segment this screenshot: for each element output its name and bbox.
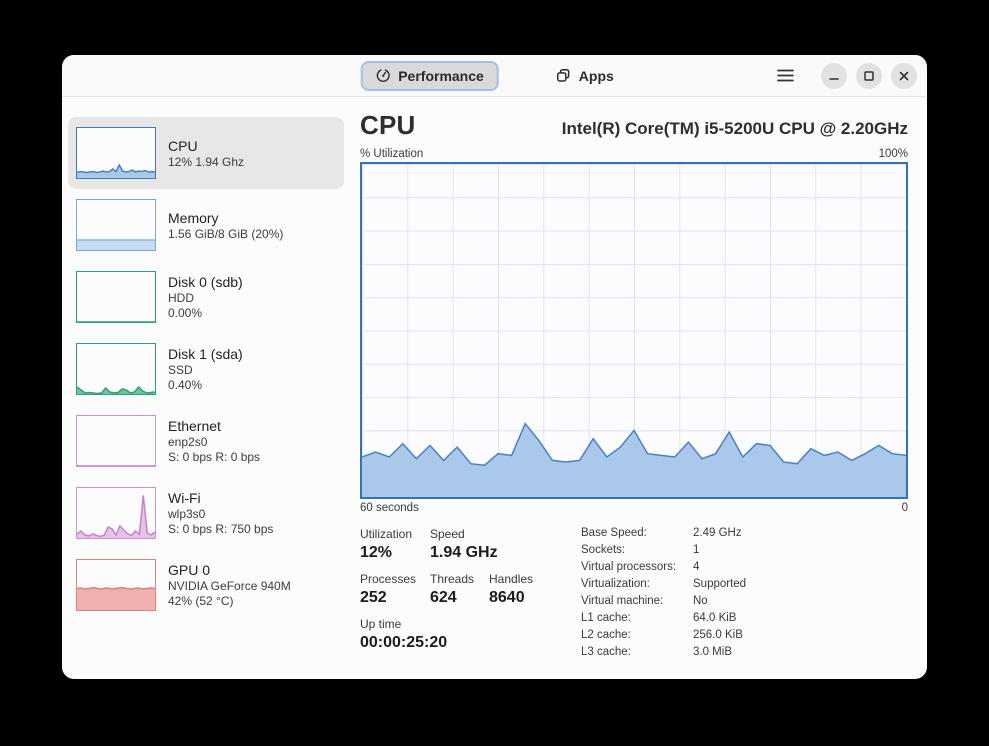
sidebar-item-title: Wi-Fi [168, 490, 201, 506]
chart-bottom-labels: 60 seconds 0 [360, 502, 908, 514]
sidebar-item-title: Memory [168, 209, 219, 226]
stat-speed: Speed 1.94 GHz [430, 527, 498, 561]
sidebar-item-title: Disk 1 (sda) [168, 346, 243, 362]
gauge-icon [375, 68, 390, 83]
sidebar-item-subtitle: S: 0 bps R: 750 bps [168, 522, 274, 536]
disk0-sparkline [76, 271, 156, 323]
sidebar-item-text: Wi-Fi wlp3s0 S: 0 bps R: 750 bps [168, 489, 273, 537]
apps-icon [556, 68, 571, 83]
tab-apps-label: Apps [578, 67, 614, 84]
detail-label: Virtual machine: [581, 595, 664, 607]
titlebar: Performance Apps [62, 55, 927, 97]
detail-value: No [693, 595, 708, 607]
detail-label: L1 cache: [581, 612, 631, 624]
sidebar-item-subtitle: S: 0 bps R: 0 bps [168, 450, 261, 464]
sidebar-item-title: Ethernet [168, 418, 221, 434]
stat-processes: Processes 252 [360, 572, 417, 606]
y-axis-max-label: 100% [878, 148, 908, 160]
sidebar: CPU 12% 1.94 Ghz Memory 1.56 GiB/8 GiB (… [62, 97, 350, 678]
sidebar-item-subtitle: SSD [168, 363, 193, 377]
detail-label: Virtualization: [581, 578, 650, 590]
sidebar-item-disk0[interactable]: Disk 0 (sdb) HDD 0.00% [68, 261, 344, 333]
detail-label: Base Speed: [581, 527, 647, 539]
y-axis-label: % Utilization [360, 148, 424, 160]
maximize-icon[interactable] [856, 62, 882, 89]
page-title: CPU [360, 110, 416, 140]
ethernet-sparkline [76, 415, 156, 467]
sidebar-item-subtitle: HDD [168, 291, 194, 305]
sidebar-item-title: CPU [168, 137, 198, 154]
tab-performance-label: Performance [398, 67, 484, 84]
detail-value: 3.0 MiB [693, 646, 732, 658]
sidebar-item-wifi[interactable]: Wi-Fi wlp3s0 S: 0 bps R: 750 bps [68, 477, 344, 549]
stat-threads: Threads 624 [430, 572, 475, 606]
sidebar-item-subtitle: 12% 1.94 Ghz [168, 154, 245, 169]
detail-value: 4 [693, 561, 700, 573]
detail-value: Supported [693, 578, 747, 590]
minimize-icon[interactable] [821, 62, 847, 89]
stats-block: Utilization 12% Speed 1.94 GHz Processes… [360, 527, 581, 662]
sidebar-item-subtitle: enp2s0 [168, 435, 208, 449]
disk1-sparkline [76, 343, 156, 395]
tab-performance[interactable]: Performance [360, 60, 499, 91]
sidebar-item-text: Disk 1 (sda) SSD 0.40% [168, 345, 243, 393]
detail-label: Sockets: [581, 544, 626, 556]
detail-label: L2 cache: [581, 629, 631, 641]
x-axis-end-label: 0 [901, 502, 908, 514]
sidebar-item-ethernet[interactable]: Ethernet enp2s0 S: 0 bps R: 0 bps [68, 405, 344, 477]
sidebar-item-subtitle: 0.40% [168, 378, 203, 392]
memory-sparkline [76, 199, 156, 251]
sidebar-item-subtitle: wlp3s0 [168, 507, 206, 521]
stat-uptime: Up time 00:00:25:20 [360, 617, 448, 651]
chart-top-labels: % Utilization 100% [360, 148, 908, 160]
sidebar-item-text: Memory 1.56 GiB/8 GiB (20%) [168, 209, 283, 242]
app-window: Performance Apps [62, 55, 927, 679]
detail-label: L3 cache: [581, 646, 631, 658]
stat-handles: Handles 8640 [489, 572, 534, 606]
sidebar-item-gpu[interactable]: GPU 0 NVIDIA GeForce 940M 42% (52 °C) [68, 549, 344, 621]
sidebar-item-text: GPU 0 NVIDIA GeForce 940M 42% (52 °C) [168, 561, 291, 609]
wifi-sparkline [76, 487, 156, 539]
detail-value: 64.0 KiB [693, 612, 737, 624]
sidebar-item-title: GPU 0 [168, 562, 211, 578]
content: CPU 12% 1.94 Ghz Memory 1.56 GiB/8 GiB (… [62, 97, 927, 678]
titlebar-controls [773, 55, 917, 96]
cpu-sparkline [76, 127, 156, 179]
tab-apps[interactable]: Apps [541, 61, 629, 91]
cpu-utilization-chart [360, 162, 908, 499]
detail-value: 1 [693, 544, 700, 556]
details-block: Base Speed: 2.49 GHz Sockets: 1 Virtual … [581, 527, 746, 662]
close-icon[interactable] [891, 62, 917, 89]
x-axis-start-label: 60 seconds [360, 502, 419, 514]
sidebar-item-title: Disk 0 (sdb) [168, 274, 243, 290]
main-header: CPU Intel(R) Core(TM) i5-5200U CPU @ 2.2… [360, 110, 908, 141]
stats-region: Utilization 12% Speed 1.94 GHz Processes… [360, 527, 908, 662]
sidebar-item-text: CPU 12% 1.94 Ghz [168, 137, 244, 170]
main-panel: CPU Intel(R) Core(TM) i5-5200U CPU @ 2.2… [350, 97, 927, 678]
sidebar-item-memory[interactable]: Memory 1.56 GiB/8 GiB (20%) [68, 189, 344, 261]
gpu-sparkline [76, 559, 156, 611]
detail-value: 256.0 KiB [693, 629, 743, 641]
sidebar-item-text: Disk 0 (sdb) HDD 0.00% [168, 273, 243, 321]
view-switcher: Performance Apps [360, 55, 629, 96]
detail-label: Virtual processors: [581, 561, 677, 573]
detail-value: 2.49 GHz [693, 527, 742, 539]
hamburger-menu-icon[interactable] [773, 65, 798, 86]
sidebar-item-disk1[interactable]: Disk 1 (sda) SSD 0.40% [68, 333, 344, 405]
cpu-model-name: Intel(R) Core(TM) i5-5200U CPU @ 2.20GHz [561, 119, 908, 138]
sidebar-item-subtitle: NVIDIA GeForce 940M [168, 579, 291, 593]
sidebar-item-subtitle: 42% (52 °C) [168, 594, 234, 608]
sidebar-item-cpu[interactable]: CPU 12% 1.94 Ghz [68, 117, 344, 189]
sidebar-item-subtitle: 1.56 GiB/8 GiB (20%) [168, 226, 284, 241]
sidebar-item-text: Ethernet enp2s0 S: 0 bps R: 0 bps [168, 417, 260, 465]
stat-utilization: Utilization 12% [360, 527, 413, 561]
sidebar-item-subtitle: 0.00% [168, 306, 203, 320]
